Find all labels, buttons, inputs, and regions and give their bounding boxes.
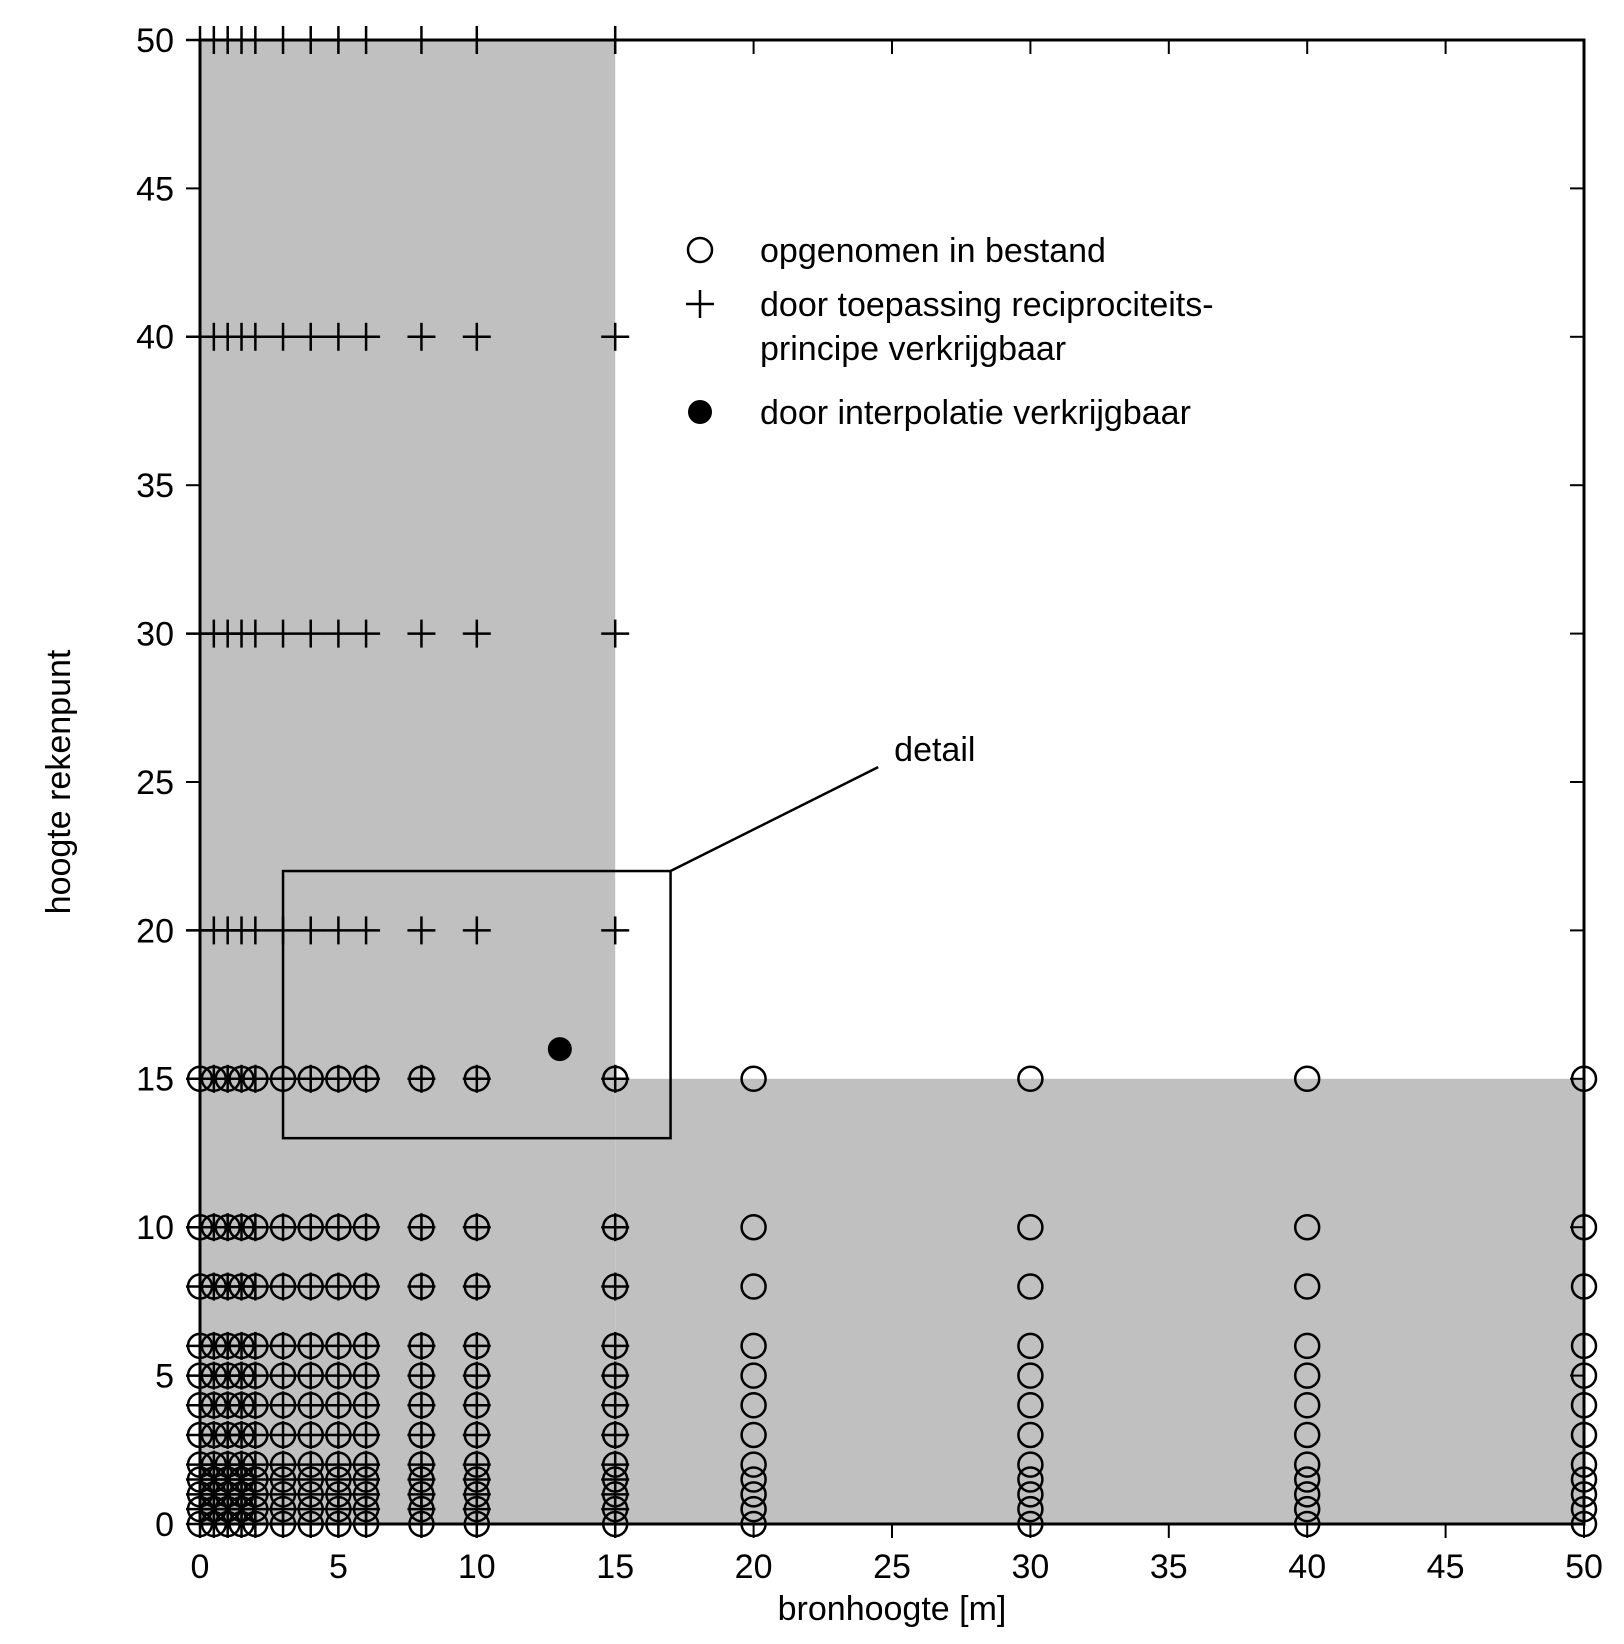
legend-text: principe verkrijgbaar xyxy=(760,330,1066,368)
x-tick-label: 25 xyxy=(873,1548,911,1586)
y-tick-label: 15 xyxy=(136,1061,174,1099)
x-tick-label: 10 xyxy=(458,1548,496,1586)
legend-circle-icon xyxy=(688,238,712,262)
y-tick-label: 35 xyxy=(136,467,174,505)
y-tick-label: 50 xyxy=(136,22,174,60)
y-tick-label: 25 xyxy=(136,764,174,802)
legend-dot-icon xyxy=(688,400,712,424)
x-tick-label: 30 xyxy=(1011,1548,1049,1586)
y-tick-label: 0 xyxy=(155,1506,174,1544)
marker-dot xyxy=(548,1037,572,1061)
x-tick-label: 15 xyxy=(596,1548,634,1586)
x-tick-label: 0 xyxy=(191,1548,210,1586)
legend-text: opgenomen in bestand xyxy=(760,232,1106,270)
chart-stage: 0 5 10 15 20 25 30 35 40 45 50 0 5 10 15 20 25 30 35 40 45 50… xyxy=(0,0,1624,1644)
y-tick-label: 10 xyxy=(136,1209,174,1247)
x-tick-label: 20 xyxy=(735,1548,773,1586)
y-tick-label: 45 xyxy=(136,170,174,208)
y-tick-label: 30 xyxy=(136,616,174,654)
x-tick-label: 40 xyxy=(1288,1548,1326,1586)
detail-label: detail xyxy=(894,731,975,769)
y-tick-label: 20 xyxy=(136,912,174,950)
legend: opgenomen in bestand door toepassing reci… xyxy=(686,232,1214,432)
legend-text: door toepassing reciprociteits- xyxy=(760,286,1214,324)
y-tick-label: 5 xyxy=(155,1358,174,1396)
x-tick-label: 45 xyxy=(1427,1548,1465,1586)
y-axis-label: hoogte rekenpunt xyxy=(40,649,78,914)
legend-text: door interpolatie verkrijgbaar xyxy=(760,394,1191,432)
x-tick-label: 35 xyxy=(1150,1548,1188,1586)
detail-leader xyxy=(671,767,879,871)
y-tick-label: 40 xyxy=(136,319,174,357)
x-tick-label: 50 xyxy=(1565,1548,1603,1586)
chart-svg: 0 5 10 15 20 25 30 35 40 45 50 0 5 10 15 20 25 30 35 40 45 50… xyxy=(0,0,1624,1644)
x-axis-label: bronhoogte [m] xyxy=(778,1590,1007,1628)
x-tick-label: 5 xyxy=(329,1548,348,1586)
